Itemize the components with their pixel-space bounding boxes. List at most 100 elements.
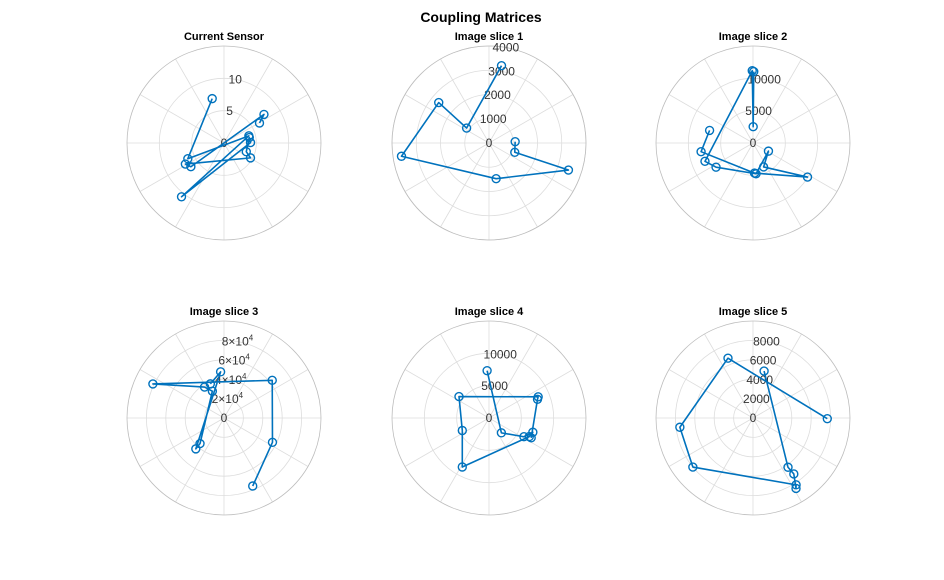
angular-gridline	[223, 417, 309, 467]
radial-gridline	[440, 94, 538, 192]
data-point-marker	[267, 437, 278, 447]
radial-gridline	[713, 378, 793, 458]
polar-axis-boundary	[655, 45, 851, 241]
subplot-title: Image slice 4	[455, 306, 524, 318]
angular-gridline	[223, 333, 273, 419]
series-line	[400, 65, 570, 180]
data-point-marker	[195, 438, 205, 449]
series-line	[152, 371, 274, 487]
data-point-marker	[254, 118, 265, 128]
angular-gridline	[440, 417, 490, 503]
r-tick-label: 2000	[484, 88, 511, 102]
angular-gridline	[223, 369, 309, 419]
radial-gridline	[204, 398, 244, 438]
radial-gridline	[184, 378, 264, 458]
radial-gridline	[733, 398, 773, 438]
radial-gridline	[694, 359, 812, 477]
data-point-marker	[524, 431, 534, 442]
data-point-marker	[763, 146, 774, 156]
subplot-title: Image slice 2	[719, 31, 788, 43]
polar-axis-boundary	[391, 45, 587, 241]
angular-gridline	[223, 417, 273, 503]
r-tick-label: 3000	[488, 64, 515, 78]
angular-gridline	[704, 142, 754, 228]
r-tick-label: 0	[750, 411, 757, 425]
radial-gridline	[415, 69, 563, 217]
polar-axis-boundary	[126, 45, 322, 241]
data-point-marker	[186, 162, 196, 172]
r-tick-label: 1000	[480, 112, 507, 126]
data-point-marker	[183, 154, 193, 164]
polar-axis-boundary	[391, 320, 587, 516]
data-point-marker	[822, 413, 832, 424]
series-line	[180, 98, 265, 198]
data-point-marker	[267, 375, 277, 386]
series-line	[458, 370, 539, 468]
data-point-marker	[723, 353, 733, 363]
data-point-marker	[482, 365, 492, 376]
data-point-marker	[248, 481, 258, 491]
radial-gridline	[464, 118, 514, 168]
data-point-marker	[563, 165, 574, 175]
data-point-marker	[396, 151, 407, 161]
data-point-marker	[434, 97, 444, 108]
data-point-marker	[245, 153, 256, 163]
data-point-marker	[176, 192, 187, 202]
angular-gridline	[175, 417, 225, 503]
data-point-marker	[696, 146, 706, 157]
angular-gridline	[752, 142, 838, 192]
r-tick-label: 8×104	[222, 334, 254, 349]
data-point-marker	[510, 136, 520, 147]
data-point-marker	[789, 469, 799, 479]
data-point-marker	[454, 391, 464, 402]
angular-gridline	[668, 94, 754, 144]
angular-gridline	[668, 369, 754, 419]
angular-gridline	[668, 142, 754, 192]
data-point-marker	[783, 462, 793, 472]
subplot-title: Image slice 1	[455, 31, 524, 43]
r-tick-label: 6×104	[218, 353, 250, 368]
data-point-marker	[791, 483, 801, 494]
data-point-marker	[791, 480, 801, 490]
data-point-marker	[207, 386, 218, 396]
data-point-marker	[711, 162, 721, 172]
data-point-marker	[532, 394, 543, 404]
radial-gridline	[165, 359, 283, 477]
r-tick-label: 6000	[750, 354, 777, 368]
polar-chart-5: 0 5000 10000 Image slice 4	[391, 306, 587, 516]
angular-gridline	[752, 94, 838, 144]
data-point-marker	[704, 125, 715, 136]
subplot-title: Image slice 3	[190, 306, 259, 318]
radial-gridline	[456, 385, 522, 451]
radial-gridline	[158, 77, 290, 209]
data-point-marker	[749, 168, 760, 178]
r-tick-label: 10000	[484, 347, 518, 361]
angular-gridline	[704, 417, 754, 503]
subplot-title: Current Sensor	[184, 31, 265, 43]
polar-chart-3: 0 5000 10000 Image slice 2	[655, 31, 851, 241]
data-point-marker	[496, 60, 507, 71]
data-point-marker	[461, 123, 472, 133]
data-point-marker	[241, 147, 251, 157]
figure-title: Coupling Matrices	[420, 9, 542, 25]
angular-gridline	[488, 369, 574, 419]
r-tick-label: 8000	[753, 335, 780, 349]
data-point-marker	[491, 173, 501, 184]
data-point-marker	[510, 147, 520, 157]
data-point-marker	[207, 93, 217, 104]
angular-gridline	[404, 417, 490, 467]
angular-gridline	[752, 369, 838, 419]
data-point-marker	[244, 131, 254, 141]
radial-gridline	[423, 352, 555, 484]
r-tick-label: 5	[226, 104, 233, 118]
subplot-title: Image slice 5	[719, 306, 788, 318]
r-tick-label: 0	[486, 136, 493, 150]
r-tick-label: 2000	[743, 392, 770, 406]
data-point-marker	[748, 121, 758, 132]
angular-gridline	[668, 417, 754, 467]
data-point-marker	[496, 428, 507, 438]
